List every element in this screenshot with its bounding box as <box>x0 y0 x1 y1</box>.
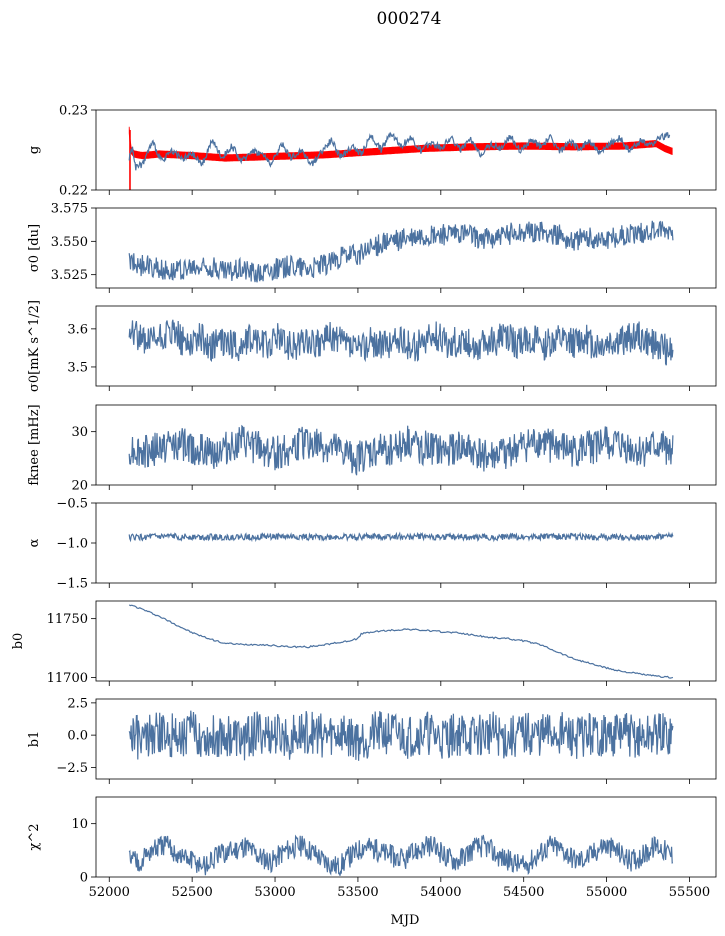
y-tick-label: 30 <box>71 425 88 440</box>
series-line <box>128 604 674 679</box>
axes-frame <box>95 502 717 584</box>
subplot-5: −0.5 −1.0 −1.5 α <box>27 497 717 592</box>
axes-frame <box>95 207 717 289</box>
axes-frame <box>95 305 717 387</box>
axes-frame <box>95 796 717 878</box>
axes-frame <box>95 698 717 780</box>
x-tick-label: 52500 <box>171 885 212 900</box>
y-tick-label: −1.0 <box>56 537 88 552</box>
axes-frame <box>95 109 717 191</box>
subplot-stack: 0.23 0.22 g 3.575 3.550 3.525 σ0 [du] 3.6 3.5 σ0[… <box>11 104 717 900</box>
subplot-4: 30 20 fknee [mHz] <box>27 404 717 494</box>
y-tick-label: −0.5 <box>56 497 88 512</box>
figure-title: 000274 <box>377 9 442 29</box>
series-line <box>128 531 674 543</box>
y-axis-label: b0 <box>11 633 26 650</box>
x-tick-label: 55000 <box>586 885 627 900</box>
y-axis-label: fknee [mHz] <box>27 404 42 485</box>
x-tick-label: 52000 <box>89 885 130 900</box>
y-tick-label: −1.5 <box>56 577 88 592</box>
subplot-2: 3.575 3.550 3.525 σ0 [du] <box>27 202 717 293</box>
axes-frame <box>95 600 717 682</box>
y-tick-label: 3.5 <box>67 360 88 375</box>
y-axis-label: σ0[mK s^1/2] <box>27 300 42 392</box>
y-tick-label: 0.0 <box>67 729 88 744</box>
y-tick-label: 0.23 <box>59 104 88 119</box>
y-axis-label: b1 <box>27 731 42 748</box>
y-tick-label: 10 <box>71 817 88 832</box>
x-tick-label: 55500 <box>669 885 710 900</box>
subplot-1: 0.23 0.22 g <box>27 104 717 199</box>
y-axis-label: α <box>27 538 42 547</box>
y-axis-label: g <box>27 146 42 154</box>
y-tick-label: 0 <box>80 871 88 886</box>
x-tick-label: 54500 <box>503 885 544 900</box>
series-line <box>128 319 674 366</box>
y-tick-label: 2.5 <box>67 696 88 711</box>
y-axis-label: χ^2 <box>27 823 42 850</box>
y-tick-label: 3.525 <box>51 268 88 283</box>
subplot-7: 2.5 0.0 −2.5 b1 <box>27 696 717 784</box>
y-tick-label: −2.5 <box>56 761 88 776</box>
series-line <box>128 710 674 761</box>
series-line <box>128 424 674 476</box>
series-line <box>128 131 671 171</box>
y-tick-label: 20 <box>71 479 88 494</box>
y-tick-label: 3.6 <box>67 322 88 337</box>
x-axis-label: MJD <box>391 913 420 928</box>
y-tick-label: 3.575 <box>51 202 88 217</box>
x-tick-label: 53500 <box>337 885 378 900</box>
y-tick-label: 11700 <box>47 671 88 686</box>
axes-frame <box>95 404 717 486</box>
subplot-3: 3.6 3.5 σ0[mK s^1/2] <box>27 300 717 392</box>
x-tick-label: 53000 <box>254 885 295 900</box>
series-band <box>128 126 673 162</box>
y-tick-label: 0.22 <box>59 184 88 199</box>
y-axis-label: σ0 [du] <box>27 224 42 272</box>
series-line <box>128 220 674 283</box>
subplot-6: 11750 11700 b0 <box>11 600 717 686</box>
x-tick-label: 54000 <box>420 885 461 900</box>
y-tick-label: 11750 <box>47 612 88 627</box>
y-tick-label: 3.550 <box>51 235 88 250</box>
series-line <box>128 834 674 876</box>
